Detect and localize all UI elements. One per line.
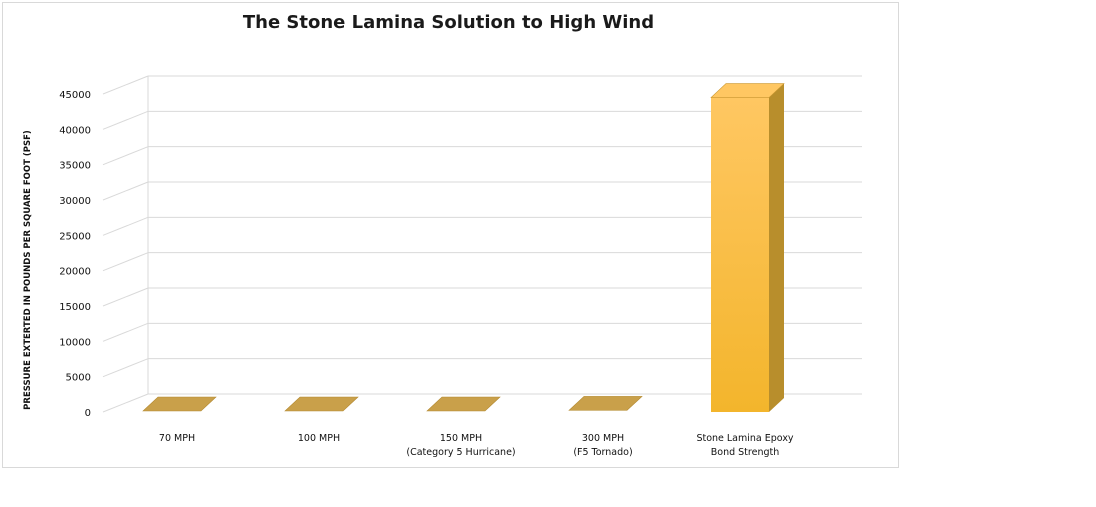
y-tick-label: 25000 [59,231,91,242]
bar-top [710,83,785,98]
category-label: (F5 Tornado) [573,447,632,458]
bar [710,83,785,413]
gridline-diagonal [102,75,149,95]
category-label: (Category 5 Hurricane) [406,447,515,458]
gridline-diagonal [102,146,149,166]
bar [142,396,217,412]
y-tick-label: 45000 [59,90,91,101]
bar-front [711,97,769,413]
gridline-diagonal [102,252,149,272]
bar-side [769,83,784,413]
bar-top [142,396,217,412]
gridline-diagonal [102,110,149,130]
gridline-diagonal [102,358,149,378]
y-tick-label: 15000 [59,302,91,313]
y-tick-label: 40000 [59,125,91,136]
gridline-diagonal [102,216,149,236]
bar [284,396,359,412]
category-label: Bond Strength [711,447,780,458]
y-tick-label: 35000 [59,161,91,172]
category-label: Stone Lamina Epoxy [696,433,793,444]
category-label: 70 MPH [159,433,195,444]
category-label: 300 MPH [582,433,624,444]
category-label: 150 MPH [440,433,482,444]
bar-top [284,396,359,412]
bar [426,396,501,412]
y-tick-label: 30000 [59,196,91,207]
gridline-diagonal [102,322,149,342]
gridline-diagonal [102,181,149,201]
bars [142,83,785,413]
y-tick-label: 20000 [59,267,91,278]
y-tick-label: 5000 [66,373,91,384]
bar [568,396,643,411]
gridline-diagonal [102,287,149,307]
bar-top [426,396,501,412]
y-tick-labels: 0 5000 10000 15000 20000 25000 30000 35000 40000… [59,90,91,419]
category-labels: 70 MPH 100 MPH 150 MPH (Category 5 Hurrican… [159,433,794,458]
y-tick-label: 10000 [59,337,91,348]
bar-top [568,396,643,411]
y-tick-label: 0 [85,408,91,419]
gridline-diagonal [102,393,149,413]
chart-title: The Stone Lamina Solution to High Wind [242,12,655,33]
category-label: 100 MPH [298,433,340,444]
